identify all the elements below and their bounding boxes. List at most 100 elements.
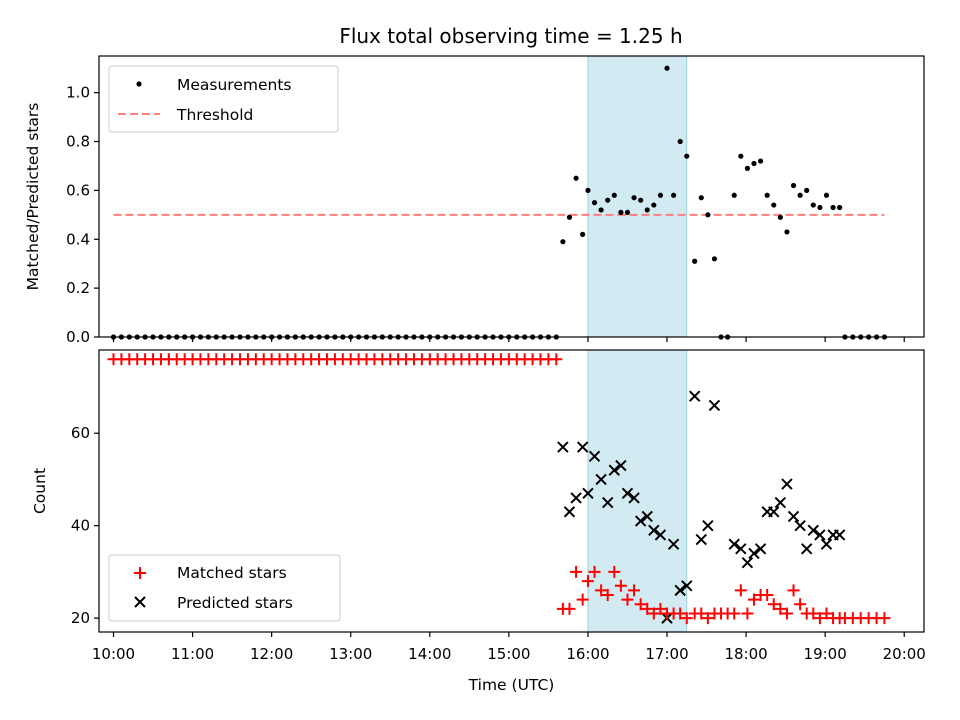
measurement-point bbox=[837, 204, 843, 211]
predicted-star-point bbox=[654, 529, 667, 541]
matched-star-point bbox=[680, 612, 693, 625]
measurement-point bbox=[591, 200, 598, 206]
x-tick-label: 17:00 bbox=[645, 645, 688, 663]
matched-star-point bbox=[581, 575, 594, 588]
measurement-point bbox=[744, 165, 751, 171]
measurement-point bbox=[573, 175, 579, 181]
measurement-point bbox=[692, 258, 698, 264]
measurement-point bbox=[830, 204, 836, 211]
matched-star-point bbox=[608, 565, 621, 578]
predicted-star-point bbox=[641, 510, 653, 523]
bottom-legend-box bbox=[108, 554, 341, 622]
y-tick-label: 0.6 bbox=[66, 181, 90, 199]
matched-star-point bbox=[767, 598, 780, 611]
predicted-star-point bbox=[557, 441, 569, 453]
measurement-point bbox=[784, 229, 790, 235]
y-tick-label: 0.2 bbox=[66, 279, 90, 297]
predicted-star-point bbox=[754, 543, 767, 555]
predicted-star-point bbox=[621, 487, 634, 500]
measurement-point bbox=[705, 212, 711, 218]
x-tick-label: 20:00 bbox=[883, 645, 926, 663]
legend-label-predicted-stars: Predicted stars bbox=[177, 594, 293, 612]
matched-star-point bbox=[563, 602, 576, 615]
predicted-star-point bbox=[648, 524, 660, 537]
measurement-point bbox=[638, 197, 644, 203]
top-x-axis-ticks bbox=[112, 337, 905, 342]
predicted-star-point bbox=[688, 390, 701, 402]
bottom-legend: Matched stars Predicted stars bbox=[108, 554, 341, 622]
measurement-point bbox=[644, 207, 650, 213]
x-tick-label: 10:00 bbox=[92, 645, 135, 663]
predicted-star-point bbox=[608, 464, 621, 476]
measurement-point bbox=[804, 187, 810, 193]
legend-label-measurements: Measurements bbox=[177, 76, 292, 94]
measurement-point bbox=[738, 153, 744, 159]
predicted-star-point bbox=[702, 519, 714, 532]
measurement-point bbox=[757, 158, 764, 164]
predicted-star-point bbox=[820, 538, 833, 550]
predicted-star-point bbox=[681, 580, 693, 592]
measurement-point bbox=[580, 231, 586, 237]
x-tick-label: 16:00 bbox=[566, 645, 609, 663]
measurement-point bbox=[631, 195, 637, 201]
y-tick-label: 0.8 bbox=[66, 133, 90, 151]
matched-star-point bbox=[747, 593, 760, 606]
predicted-star-point bbox=[674, 584, 686, 597]
predicted-star-point bbox=[814, 529, 826, 541]
predicted-star-point bbox=[634, 515, 647, 527]
measurement-point bbox=[711, 256, 718, 262]
legend-label-threshold: Threshold bbox=[176, 106, 253, 124]
predicted-star-point bbox=[794, 519, 806, 532]
predicted-star-point bbox=[774, 496, 787, 509]
measurement-point bbox=[611, 192, 617, 198]
y-tick-label: 0.0 bbox=[66, 328, 90, 346]
predicted-star-point bbox=[781, 478, 793, 490]
predicted-star-point bbox=[563, 506, 576, 518]
y-tick-label: 60 bbox=[71, 424, 90, 442]
x-axis-label: Time (UTC) bbox=[468, 676, 555, 694]
measurement-point bbox=[698, 195, 704, 201]
predicted-star-point bbox=[570, 492, 582, 504]
matched-star-point bbox=[695, 607, 708, 620]
matched-star-point bbox=[674, 607, 687, 620]
measurement-point bbox=[677, 138, 683, 145]
matched-star-point bbox=[787, 584, 800, 597]
measurement-point bbox=[751, 160, 757, 167]
bottom-panel-frame bbox=[98, 349, 925, 633]
measurements-legend-marker bbox=[136, 81, 142, 87]
matched-star-point bbox=[654, 602, 667, 615]
matched-star-point bbox=[813, 612, 826, 625]
top-panel: 0.0 0.2 0.4 0.6 0.8 1.0 Matched/Predicted sta… bbox=[24, 55, 925, 346]
x-tick-label: 19:00 bbox=[804, 645, 847, 663]
matched-star-point bbox=[774, 602, 787, 615]
predicted-star-point bbox=[582, 487, 594, 500]
matched-star-point bbox=[647, 607, 660, 620]
matched-star-point bbox=[628, 584, 641, 597]
measurement-point bbox=[566, 214, 573, 220]
y-tick-label: 0.4 bbox=[66, 230, 90, 248]
measurement-point bbox=[790, 182, 797, 189]
measurement-point bbox=[651, 202, 657, 208]
matched-star-point bbox=[820, 607, 833, 620]
matched-star-point bbox=[878, 612, 891, 625]
predicted-stars-points bbox=[557, 390, 846, 624]
predicted-star-point bbox=[667, 538, 680, 550]
x-tick-label: 14:00 bbox=[408, 645, 451, 663]
predicted-star-point bbox=[768, 506, 780, 518]
matched-star-point bbox=[741, 607, 754, 620]
y-tick-label: 20 bbox=[71, 609, 90, 627]
measurement-point bbox=[764, 192, 770, 198]
matched-star-point bbox=[728, 607, 741, 620]
measurement-point bbox=[671, 192, 677, 198]
matched-star-point bbox=[550, 353, 563, 366]
predicted-star-point bbox=[708, 399, 721, 412]
predicted-star-point bbox=[576, 441, 589, 453]
predicted-star-point bbox=[787, 510, 800, 523]
predicted-star-point bbox=[695, 533, 707, 546]
predicted-star-point bbox=[735, 543, 747, 555]
matched-star-point bbox=[780, 607, 793, 620]
predicted-star-point bbox=[728, 538, 740, 550]
top-panel-frame bbox=[98, 55, 925, 338]
top-legend: Measurements Threshold bbox=[108, 65, 339, 133]
matched-star-point bbox=[734, 584, 747, 597]
